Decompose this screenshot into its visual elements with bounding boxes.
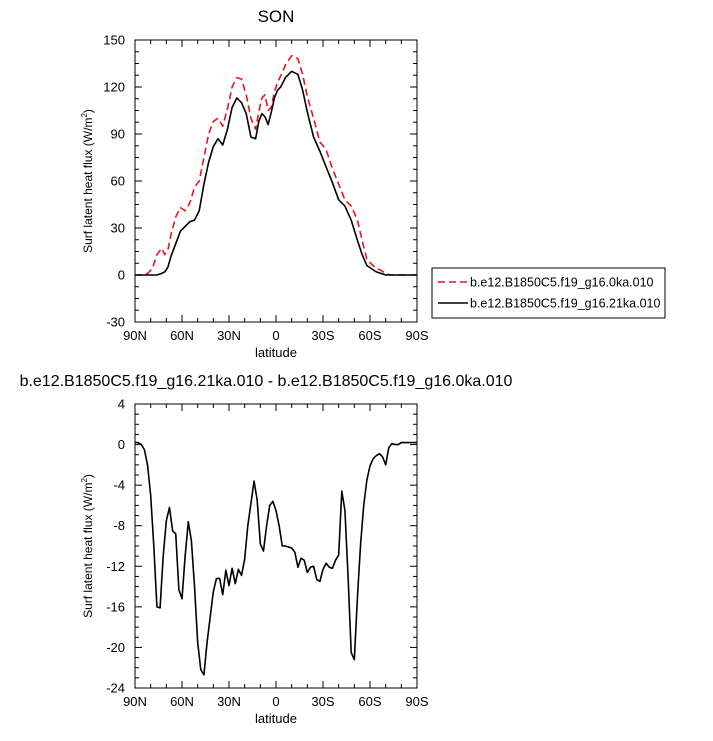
x-tick-label: 30N <box>217 694 241 709</box>
y-tick-label: -4 <box>113 478 125 493</box>
y-tick-label: 150 <box>103 33 125 48</box>
x-tick-label: 60S <box>358 694 381 709</box>
legend-label: b.e12.B1850C5.f19_g16.21ka.010 <box>470 297 660 311</box>
chart-title: SON <box>258 7 295 26</box>
x-tick-label: 60S <box>358 328 381 343</box>
y-tick-label: -20 <box>106 640 125 655</box>
y-axis-label-superscript: 2 <box>80 478 89 483</box>
x-axis-label: latitude <box>255 345 297 360</box>
series-lines <box>135 54 417 276</box>
chart-difference: b.e12.B1850C5.f19_g16.21ka.010 - b.e12.B… <box>20 373 513 726</box>
y-tick-label: 120 <box>103 80 125 95</box>
chart-son: SON Surf latent heat flux (W/m2) latitud… <box>80 7 666 360</box>
y-axis-label-close: ) <box>81 474 95 478</box>
y-axis-label-close: ) <box>81 109 95 113</box>
y-tick-label: 90 <box>111 127 125 142</box>
x-axis-label: latitude <box>255 711 297 726</box>
x-tick-label: 30N <box>217 328 241 343</box>
y-tick-label: 60 <box>111 174 125 189</box>
x-tick-label: 0 <box>272 694 279 709</box>
legend-label: b.e12.B1850C5.f19_g16.0ka.010 <box>470 276 654 290</box>
legend-box <box>431 267 666 319</box>
x-tick-label: 30S <box>311 328 334 343</box>
y-axis-label: Surf latent heat flux (W/m2) <box>80 109 95 253</box>
y-tick-label: 0 <box>118 437 125 452</box>
axis-ticks: 90N 60N 30N 0 30S 60S 90S -24 -20 -16 -12 -8 -4 0 4 <box>106 397 429 710</box>
plot-frame <box>134 39 418 323</box>
x-tick-label: 90S <box>405 328 428 343</box>
x-tick-label: 30S <box>311 694 334 709</box>
y-tick-label: -24 <box>106 681 125 696</box>
y-tick-label: 4 <box>118 397 125 412</box>
x-tick-label: 60N <box>170 328 194 343</box>
x-tick-label: 90N <box>123 694 147 709</box>
y-tick-label: -8 <box>113 518 125 533</box>
y-axis-label-superscript: 2 <box>80 113 89 118</box>
legend: b.e12.B1850C5.f19_g16.0ka.010 b.e12.B1850… <box>431 267 666 319</box>
series-line-21ka <box>135 441 417 676</box>
x-tick-label: 60N <box>170 694 194 709</box>
x-tick-label: 90S <box>405 694 428 709</box>
series-line-0ka <box>135 54 417 276</box>
y-axis-label-main: Surf latent heat flux (W/m <box>81 483 95 618</box>
x-tick-label: 0 <box>272 328 279 343</box>
series-line-21ka <box>135 70 417 276</box>
y-tick-label: 30 <box>111 221 125 236</box>
y-tick-label: -16 <box>106 599 125 614</box>
y-tick-label: -12 <box>106 559 125 574</box>
y-axis-label-main: Surf latent heat flux (W/m <box>81 118 95 253</box>
y-axis-label: Surf latent heat flux (W/m2) <box>80 474 95 618</box>
plot-frame <box>134 403 418 689</box>
axis-ticks: 90N 60N 30N 0 30S 60S 90S -30 0 30 60 90 120 150 <box>103 33 429 344</box>
chart-title: b.e12.B1850C5.f19_g16.21ka.010 - b.e12.B… <box>20 373 513 390</box>
series-lines <box>135 441 417 676</box>
x-tick-label: 90N <box>123 328 147 343</box>
y-tick-label: -30 <box>106 315 125 330</box>
y-tick-label: 0 <box>118 268 125 283</box>
